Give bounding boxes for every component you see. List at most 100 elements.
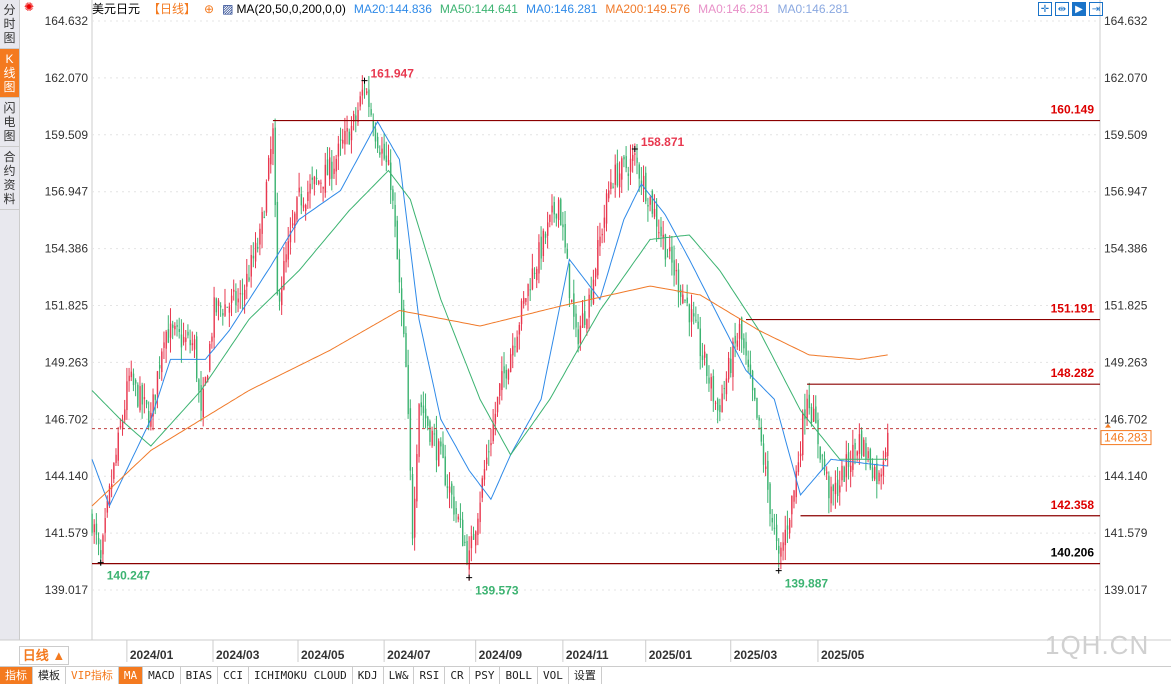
tab-kdj[interactable]: KDJ: [353, 667, 384, 684]
candle-body: [642, 175, 645, 190]
candle-body: [680, 289, 682, 297]
candle-body: [313, 176, 316, 185]
tab-ichimoku[interactable]: ICHIMOKU CLOUD: [249, 667, 353, 684]
candle-body: [671, 246, 673, 263]
add-icon[interactable]: ⊕: [204, 2, 215, 16]
candle-body: [828, 475, 830, 499]
extreme-label: 161.947: [371, 67, 415, 81]
candle-body: [660, 226, 662, 237]
candle-body: [126, 381, 128, 411]
candle-body: [869, 449, 872, 469]
candle-body: [462, 519, 464, 547]
candle-body: [220, 305, 222, 308]
candle-body: [414, 498, 416, 538]
tab-indicator[interactable]: 指标: [0, 667, 33, 684]
candle-body: [509, 354, 512, 373]
candle-body: [514, 346, 516, 348]
candle-body: [684, 299, 686, 301]
zoom-range-icon[interactable]: ⇹: [1055, 2, 1069, 16]
y-tick-label-right: 156.947: [1104, 185, 1148, 199]
candle-body: [355, 115, 357, 121]
candle-body: [244, 289, 246, 300]
candle-body: [516, 336, 518, 352]
candle-body: [403, 308, 405, 334]
candle-body: [734, 335, 736, 344]
tab-template[interactable]: 模板: [33, 667, 66, 684]
candle-body: [614, 164, 616, 185]
extreme-label: 139.887: [785, 577, 829, 591]
candle-body: [662, 234, 664, 239]
candle-body: [878, 472, 880, 482]
candle-body: [318, 181, 320, 185]
candle-body: [248, 277, 250, 281]
tab-psy[interactable]: PSY: [470, 667, 501, 684]
tab-bias[interactable]: BIAS: [181, 667, 219, 684]
candle-body: [730, 358, 732, 374]
play-icon[interactable]: ▶: [1072, 2, 1086, 16]
candle-body: [832, 485, 834, 492]
tab-time-chart[interactable]: 分时图: [0, 0, 19, 49]
tab-lw[interactable]: LW&: [384, 667, 415, 684]
candle-body: [152, 394, 154, 417]
candle-body: [806, 398, 808, 420]
candle-body: [435, 430, 438, 461]
candle-body: [773, 527, 776, 529]
candle-body: [311, 177, 313, 180]
candle-body: [529, 289, 531, 291]
candle-body: [523, 297, 525, 304]
candle-body: [211, 336, 213, 342]
crosshair-icon[interactable]: ✛: [1038, 2, 1052, 16]
candle-body: [115, 454, 117, 463]
candle-body: [568, 263, 571, 299]
candle-body: [265, 182, 268, 213]
candle-body: [464, 541, 466, 543]
candle-body: [531, 268, 534, 290]
tab-vip-indicator[interactable]: VIP指标: [66, 667, 119, 684]
tab-ma[interactable]: MA: [118, 667, 144, 684]
x-tick-label: 2025/03: [734, 648, 778, 662]
candle-body: [775, 524, 778, 542]
candle-body: [353, 113, 355, 122]
candle-body: [407, 364, 409, 415]
crosshair-marker: [631, 145, 638, 152]
level-label: 160.149: [1051, 103, 1095, 117]
tab-settings[interactable]: 设置: [569, 667, 602, 684]
candle-body: [756, 397, 758, 418]
candle-body: [320, 182, 322, 184]
indicator-icon[interactable]: ▨: [222, 2, 234, 16]
tab-macd[interactable]: MACD: [143, 667, 181, 684]
candle-body: [882, 461, 885, 476]
candle-body: [309, 183, 311, 194]
tab-cci[interactable]: CCI: [218, 667, 249, 684]
exit-icon[interactable]: ⇥: [1089, 2, 1103, 16]
tab-boll[interactable]: BOLL: [500, 667, 538, 684]
candle-body: [505, 369, 507, 379]
tab-kline-chart[interactable]: K线图: [0, 49, 19, 98]
candle-body: [804, 409, 806, 420]
ma0-value: MA0:146.281: [525, 2, 598, 16]
tab-cr[interactable]: CR: [445, 667, 470, 684]
candle-body: [499, 383, 501, 396]
candle-body: [128, 375, 130, 382]
candle-body: [536, 268, 538, 281]
candle-body: [566, 249, 569, 259]
level-label: 151.191: [1051, 302, 1095, 316]
candle-body: [182, 336, 185, 343]
candle-body: [571, 299, 573, 303]
tab-vol[interactable]: VOL: [538, 667, 569, 684]
candle-body: [346, 128, 348, 132]
candle-body: [747, 359, 749, 368]
sidebar: 分时图 K线图 闪电图 合约资料: [0, 0, 20, 640]
candle-body: [518, 325, 521, 335]
period-select[interactable]: 日线 ▲: [19, 646, 69, 665]
tab-contract-info[interactable]: 合约资料: [0, 147, 19, 210]
candle-body: [706, 354, 708, 377]
candle-body: [217, 300, 220, 306]
candle-body: [431, 430, 433, 446]
candle-body: [621, 158, 623, 180]
candle-body: [226, 306, 228, 308]
price-chart[interactable]: 164.632 164.632 162.070 162.070 159.509 159.5…: [0, 0, 1171, 666]
candle-body: [178, 329, 180, 332]
tab-flash-chart[interactable]: 闪电图: [0, 98, 19, 147]
tab-rsi[interactable]: RSI: [414, 667, 446, 684]
